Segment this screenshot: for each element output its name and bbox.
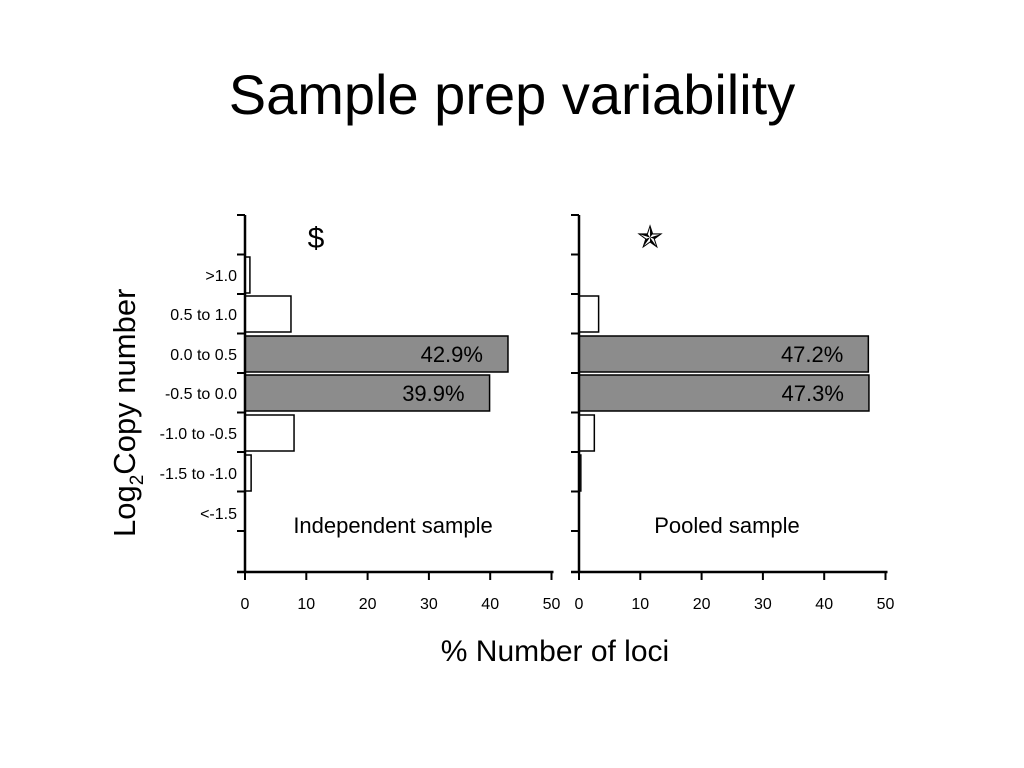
bar bbox=[578, 374, 870, 412]
panel-caption: Pooled sample bbox=[654, 513, 800, 538]
slide-title: Sample prep variability bbox=[228, 63, 796, 126]
x-tick-label: 0 bbox=[575, 596, 584, 613]
x-tick-label: 20 bbox=[359, 596, 377, 613]
category-label: >1.0 bbox=[205, 268, 237, 285]
bar bbox=[244, 414, 295, 452]
data-label: 47.2% bbox=[781, 342, 843, 367]
bar bbox=[578, 414, 596, 452]
x-tick-label: 40 bbox=[481, 596, 499, 613]
y-axis-label-rest: Copy number bbox=[107, 289, 142, 475]
panel-caption: Independent sample bbox=[293, 513, 492, 538]
data-label: 47.3% bbox=[782, 381, 844, 406]
bar bbox=[244, 374, 491, 412]
x-axis-label: % Number of loci bbox=[441, 635, 669, 668]
bar bbox=[578, 295, 600, 333]
category-label: -1.0 to -0.5 bbox=[160, 426, 237, 443]
category-label: -0.5 to 0.0 bbox=[165, 386, 237, 403]
y-axis-label-log: Log bbox=[107, 485, 142, 537]
x-tick-label: 50 bbox=[877, 596, 895, 613]
x-tick-label: 30 bbox=[420, 596, 438, 613]
x-tick-label: 10 bbox=[631, 596, 649, 613]
category-label: 0.0 to 0.5 bbox=[170, 347, 237, 364]
data-label: 42.9% bbox=[421, 342, 483, 367]
data-label: 39.9% bbox=[402, 381, 464, 406]
y-axis-label: Log2Copy number bbox=[107, 289, 148, 537]
bar bbox=[578, 335, 870, 373]
x-tick-label: 10 bbox=[297, 596, 315, 613]
x-tick-label: 40 bbox=[815, 596, 833, 613]
bar bbox=[244, 295, 292, 333]
x-tick-label: 50 bbox=[543, 596, 561, 613]
category-label: -1.5 to -1.0 bbox=[160, 466, 237, 483]
x-tick-label: 0 bbox=[241, 596, 250, 613]
panel-1: 42.9% 39.9% 0 10 20 30 40 50 Independent sample $ bbox=[237, 214, 561, 613]
panel-2: 47.2% 47.3% 0 10 20 30 40 50 Pooled sample ✯ bbox=[571, 214, 895, 613]
x-tick-label: 20 bbox=[693, 596, 711, 613]
category-label: 0.5 to 1.0 bbox=[170, 307, 237, 324]
x-tick-label: 30 bbox=[754, 596, 772, 613]
panel-symbol: ✯ bbox=[637, 219, 664, 255]
panel-symbol: $ bbox=[308, 222, 325, 255]
category-label: <-1.5 bbox=[200, 506, 237, 523]
y-axis-label-subscript: 2 bbox=[127, 475, 148, 486]
bar bbox=[244, 335, 509, 373]
